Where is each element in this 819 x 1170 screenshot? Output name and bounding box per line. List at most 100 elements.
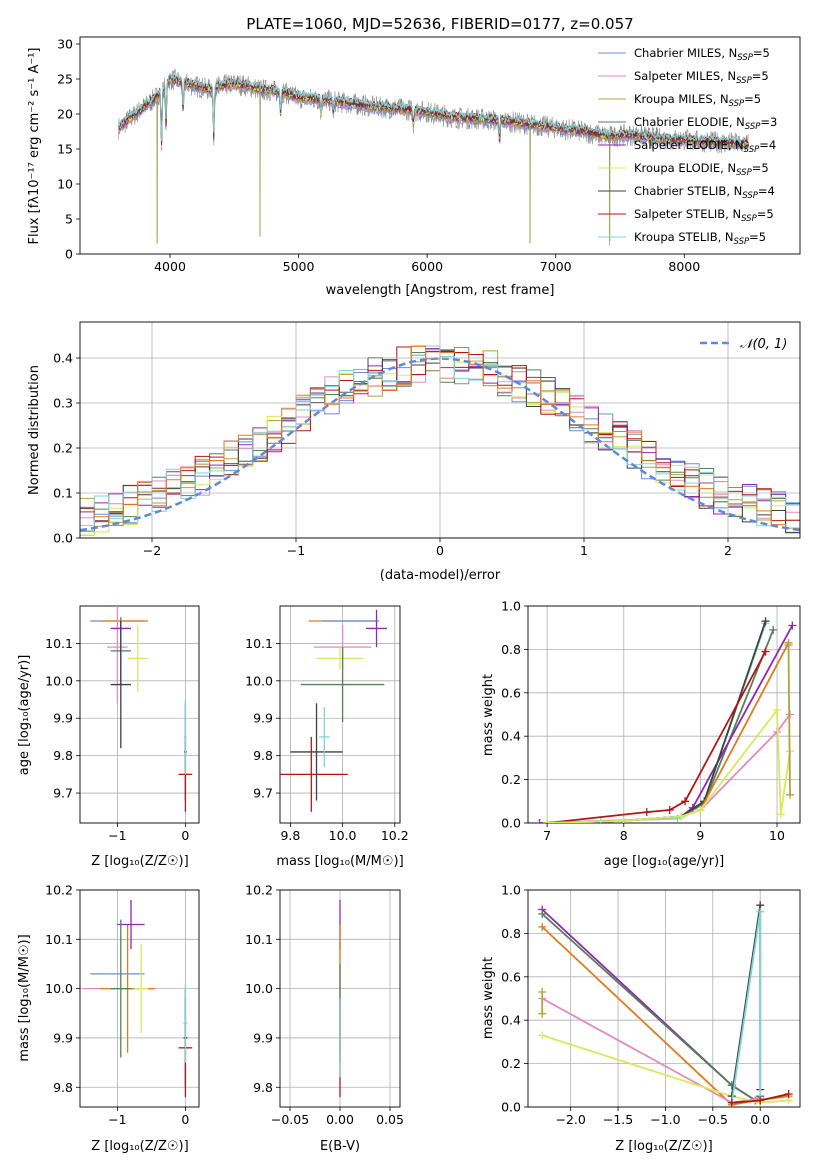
legend-tail: =3 xyxy=(760,115,777,129)
age_vs_mass-marks xyxy=(280,609,387,812)
mass_weight_vs_Z-xtick-label: −2.0 xyxy=(555,1112,585,1127)
legend-label-chabrier_stelib: Chabrier STELIB, NSSP=4 xyxy=(634,184,775,201)
mass_vs_Z-axes: −1 0 9.8 9.9 10.0 10.1 10.2 xyxy=(45,883,200,1127)
spectrum-xtick-label: 8000 xyxy=(668,259,700,274)
legend-label-kroupa_elodie: Kroupa ELODIE, NSSP=5 xyxy=(634,161,769,178)
legend-label-kroupa_stelib: Kroupa STELIB, NSSP=5 xyxy=(634,230,766,247)
residual-legend: 𝒩(0, 1) xyxy=(700,337,787,352)
residuals-axes: −2 −1 0 1 2 0.0 0.1 0.2 0.3 0.4 xyxy=(53,321,801,558)
mass_vs_ebv-xtick-label: 0.00 xyxy=(326,1112,354,1127)
legend-sub: SSP xyxy=(736,168,752,178)
legend-label-kroupa_miles: Kroupa MILES, NSSP=5 xyxy=(634,92,761,109)
legend-tail: =5 xyxy=(752,161,769,175)
mass_weight_vs_age-point-0 xyxy=(769,625,778,634)
spectrum-xlabel: wavelength [Angstrom, rest frame] xyxy=(326,283,555,298)
age_vs_Z-xtick-label: −1 xyxy=(108,828,126,843)
residuals-xtick-label: −1 xyxy=(287,543,305,558)
legend-tail: =5 xyxy=(749,230,766,244)
legend-sub: SSP xyxy=(734,237,750,247)
age_vs_mass-xtick-label: 10.0 xyxy=(329,828,357,843)
spectrum-frame xyxy=(79,36,801,255)
mass_weight_vs_age-point-2 xyxy=(535,819,544,823)
age_vs_mass-ytick-label: 9.7 xyxy=(253,786,273,801)
legend-label-salpeter_elodie: Salpeter ELODIE, NSSP=4 xyxy=(634,138,776,155)
mass_weight_vs_Z-point-4 xyxy=(538,1031,547,1040)
mass_vs_Z-ytick-label: 9.9 xyxy=(53,1030,73,1045)
legend-label-salpeter_stelib: Salpeter STELIB, NSSP=5 xyxy=(634,207,774,224)
mass_vs_ebv-axes: −0.05 0.00 0.05 9.8 9.9 10.0 10.1 10.2 xyxy=(245,883,404,1128)
legend-tail: =4 xyxy=(759,138,776,152)
mass_weight_vs_age-point-7 xyxy=(776,810,785,819)
mass_weight_vs_Z-point-8 xyxy=(538,1009,547,1018)
mass_vs_Z-ytick-label: 10.2 xyxy=(45,883,73,898)
mass_weight_vs_age-point-5 xyxy=(681,797,690,806)
normal-legend-label: 𝒩(0, 1) xyxy=(740,337,787,352)
spectrum-xtick-label: 6000 xyxy=(411,259,443,274)
age_vs_Z-xtick-label: 0 xyxy=(181,828,189,843)
residuals-xtick-label: 1 xyxy=(580,543,588,558)
mass_weight_vs_Z-ytick-label: 0.2 xyxy=(501,1056,521,1071)
age_vs_Z-ytick-label: 10.0 xyxy=(45,673,73,688)
spectrum-panel: PLATE=1060, MJD=52636, FIBERID=0177, z=0… xyxy=(27,15,801,298)
age_vs_Z-ytick-label: 9.7 xyxy=(53,786,73,801)
mass_weight_vs_age-xtick-label: 8 xyxy=(620,828,628,843)
mass_weight_vs_age-point-7 xyxy=(696,805,705,814)
legend-sub: SSP xyxy=(737,53,753,63)
mass_vs_Z-ytick-label: 10.1 xyxy=(45,932,73,947)
mass_weight_vs_Z-xtick-label: −1.5 xyxy=(603,1112,633,1127)
legend-label-salpeter_miles: Salpeter MILES, NSSP=5 xyxy=(634,69,769,86)
mass_weight_vs_Z-point-7 xyxy=(756,1096,765,1105)
mass_vs_ebv-ytick-label: 10.1 xyxy=(245,932,273,947)
legend-main: Salpeter MILES, N xyxy=(634,69,736,83)
legend-sub: SSP xyxy=(736,76,752,86)
legend-main: Chabrier STELIB, N xyxy=(634,184,742,198)
ageZ-ylabel: age [log₁₀(age/yr)] xyxy=(17,655,32,776)
spectrum-ytick-label: 25 xyxy=(57,72,73,87)
spectrum-xtick-label: 5000 xyxy=(283,259,315,274)
legend-main: Chabrier ELODIE, N xyxy=(634,115,745,129)
mass_weight_vs_age-point-7 xyxy=(773,706,782,715)
mass_weight_vs_age-point-5 xyxy=(761,647,770,656)
mass_weight_vs_Z-point-8 xyxy=(538,987,547,996)
legend-label-chabrier_elodie: Chabrier ELODIE, NSSP=3 xyxy=(634,115,777,132)
model-spectrum-salpeter_stelib xyxy=(118,74,749,146)
age-vs-metallicity-panel: Z [log₁₀(Z/Z☉)] age [log₁₀(age/yr)] −1 0 9… xyxy=(17,605,200,869)
ageZ-xlabel: Z [log₁₀(Z/Z☉)] xyxy=(91,854,188,869)
age_vs_mass-ytick-label: 9.9 xyxy=(253,711,273,726)
spectrum-ylabel: Flux [fλ10⁻¹⁷ erg cm⁻² s⁻¹ A⁻¹] xyxy=(27,48,42,245)
age_vs_Z-ytick-label: 9.9 xyxy=(53,711,73,726)
age_vs_mass-xtick-label: 9.8 xyxy=(280,828,300,843)
mass_vs_Z-xtick-label: −1 xyxy=(108,1112,126,1127)
mass_vs_ebv-frame xyxy=(279,889,401,1108)
legend-sub: SSP xyxy=(742,191,758,201)
mass_weight_vs_age-marks xyxy=(535,617,797,823)
massZ-ylabel: mass [log₁₀(M/M☉)] xyxy=(17,934,32,1061)
mass-vs-metallicity-panel: Z [log₁₀(Z/Z☉)] mass [log₁₀(M/M☉)] −1 0 9.… xyxy=(17,883,200,1154)
mass_weight_vs_age-xtick-label: 7 xyxy=(543,828,551,843)
mwAge-xlabel: age [log₁₀(age/yr)] xyxy=(604,854,725,869)
mass_vs_Z-frame xyxy=(79,889,200,1108)
mass_weight_vs_age-ytick-label: 0.4 xyxy=(501,729,521,744)
mass_vs_ebv-ytick-label: 9.8 xyxy=(253,1080,273,1095)
mass_weight_vs_Z-point-1 xyxy=(538,909,547,918)
mass_weight_vs_age-series-8 xyxy=(787,645,791,795)
mass_vs_ebv-ytick-label: 10.0 xyxy=(245,981,273,996)
mass_weight_vs_Z-xtick-label: −1.0 xyxy=(650,1112,680,1127)
mass_weight_vs_age-frame xyxy=(527,605,801,824)
mass_weight_vs_age-point-7 xyxy=(619,816,628,823)
mwZ-ylabel: mass weight xyxy=(481,957,496,1039)
age_vs_mass-xtick-label: 10.2 xyxy=(381,828,409,843)
age_vs_Z-marks xyxy=(90,606,193,812)
legend-sub: SSP xyxy=(741,214,757,224)
legend-main: Kroupa ELODIE, N xyxy=(634,161,736,175)
mass_weight_vs_Z-point-7 xyxy=(784,1089,793,1098)
age_vs_Z-ytick-label: 10.1 xyxy=(45,636,73,651)
residual-ylabel: Normed distribution xyxy=(27,365,42,495)
spectrum-ytick-label: 5 xyxy=(65,212,73,227)
spectrum-xtick-label: 4000 xyxy=(154,259,186,274)
age_vs_mass-ytick-label: 10.1 xyxy=(245,636,273,651)
mass_weight_vs_Z-ytick-label: 0.6 xyxy=(501,969,521,984)
mass-vs-extinction-panel: E(B-V) −0.05 0.00 0.05 9.8 9.9 10.0 10.1 10.2 xyxy=(245,883,404,1155)
legend-sub: SSP xyxy=(744,145,760,155)
